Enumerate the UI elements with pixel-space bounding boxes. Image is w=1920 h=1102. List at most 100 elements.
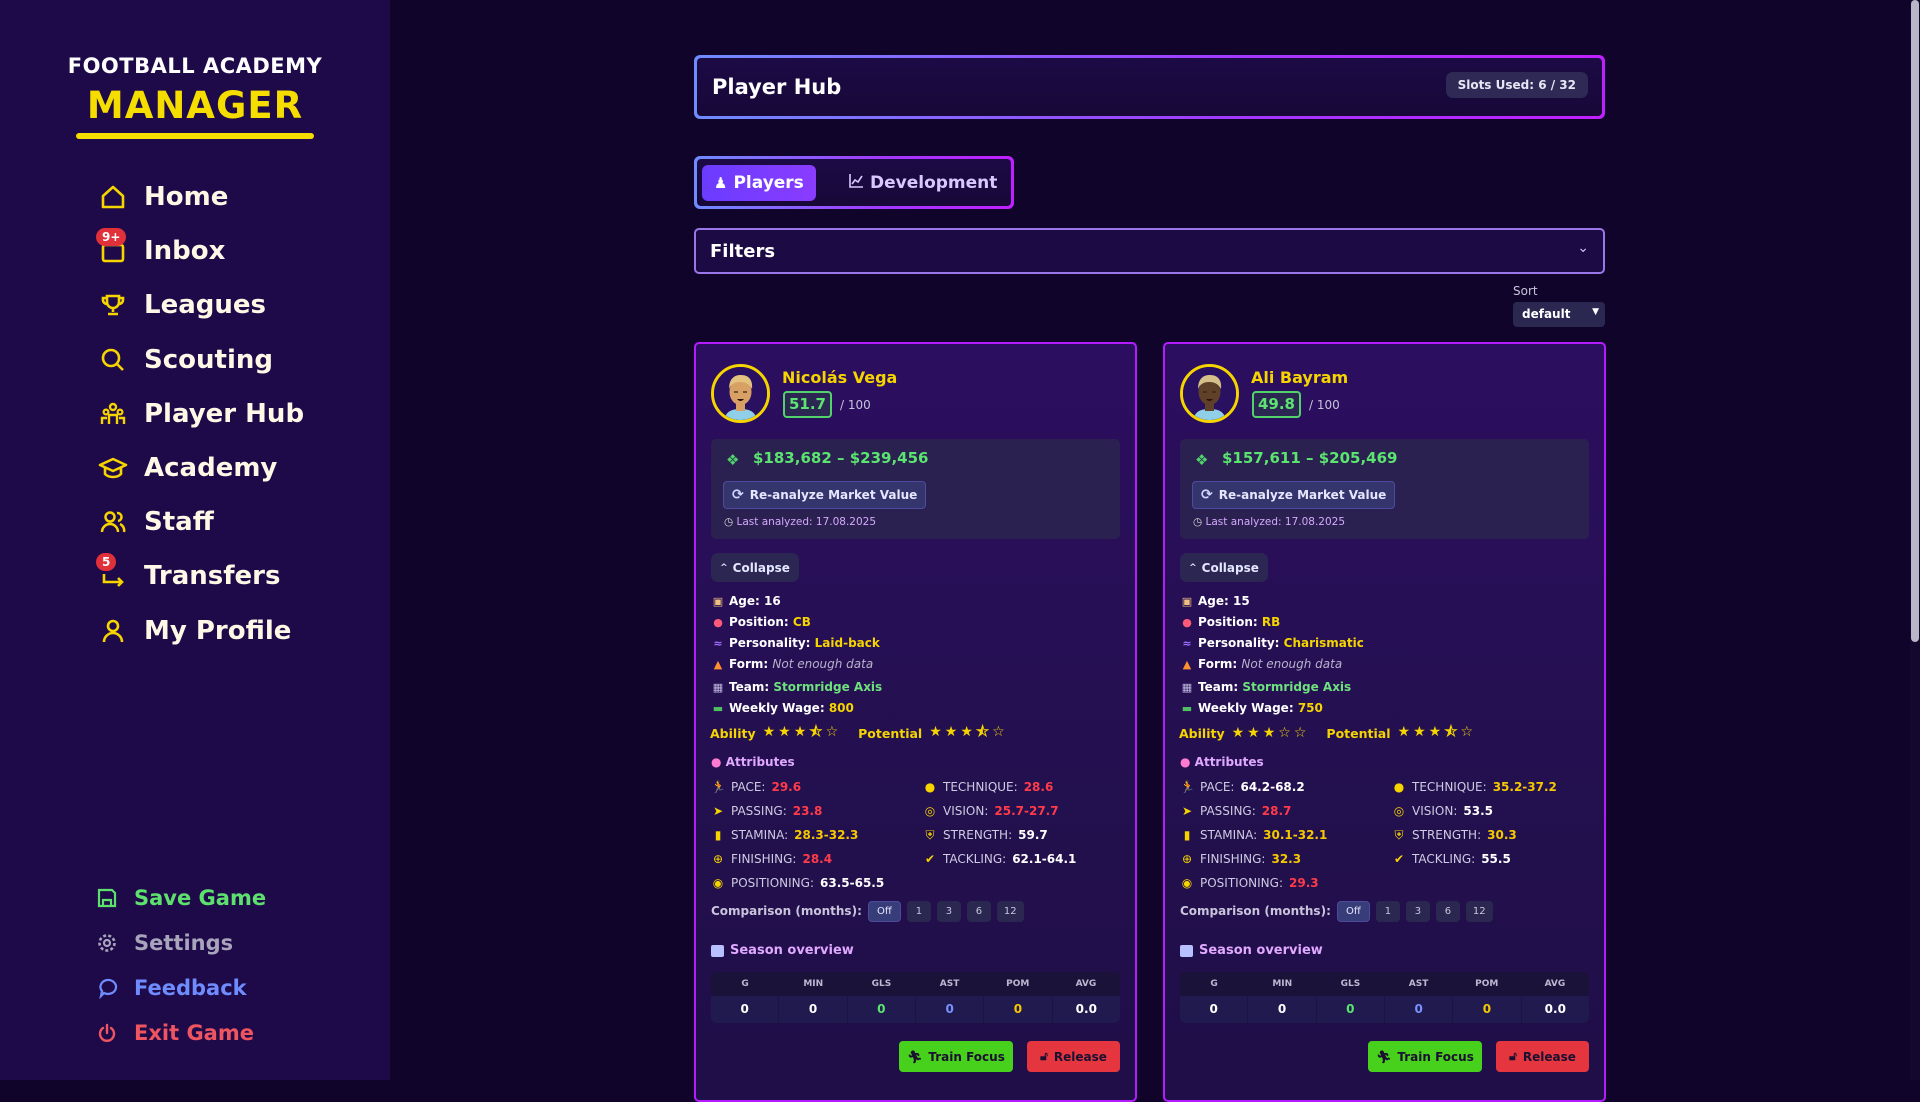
comparison-option-6[interactable]: 6: [966, 900, 991, 922]
save-game-button[interactable]: Save Game: [96, 881, 266, 915]
release-button[interactable]: 🔓︎ Release: [1027, 1041, 1120, 1072]
sidebar-item-home[interactable]: Home: [96, 175, 228, 219]
feedback-button[interactable]: Feedback: [96, 971, 247, 1005]
season-column-header: GLS: [871, 979, 892, 989]
season-column-header: MIN: [1272, 979, 1293, 989]
star-full-icon: ★: [793, 724, 807, 740]
train-focus-button[interactable]: 🏃︎ Train Focus: [899, 1041, 1013, 1072]
attribute-value: 63.5-65.5: [820, 876, 885, 890]
train-focus-button[interactable]: 🏃︎ Train Focus: [1368, 1041, 1482, 1072]
ability-stars: ★ ★ ★ ⯪ ☆: [760, 721, 839, 745]
comparison-option-3[interactable]: 3: [936, 900, 961, 922]
attributes-heading: ● Attributes: [711, 755, 795, 769]
season-value: 0.0: [1051, 996, 1120, 1023]
inbox-icon: 9+: [96, 228, 130, 268]
attribute-value: 53.5: [1463, 804, 1493, 818]
players-icon: [96, 397, 130, 431]
comparison-option-off[interactable]: Off: [867, 900, 901, 922]
technique-icon: ●: [1393, 780, 1405, 794]
season-column-header: G: [741, 979, 749, 989]
save-icon: [96, 887, 118, 909]
info-wage: ▬ Weekly Wage: 750: [1180, 699, 1323, 717]
sidebar-item-label: Transfers: [144, 561, 281, 592]
sidebar-item-my-profile[interactable]: My Profile: [96, 609, 291, 653]
comparison-option-3[interactable]: 3: [1405, 900, 1430, 922]
comparison-option-12[interactable]: 12: [996, 900, 1024, 922]
sidebar-item-scouting[interactable]: Scouting: [96, 338, 273, 382]
filters-label: Filters: [710, 241, 776, 262]
positioning-icon: ◉: [712, 876, 724, 890]
season-data-row: 0 0 0 0 0 0.0: [1180, 996, 1589, 1023]
attribute-value: 35.2-37.2: [1492, 780, 1557, 794]
pin-icon: ●: [713, 615, 723, 629]
attribute-strength: ⛨ STRENGTH: 59.7: [923, 826, 1047, 844]
attribute-pace: 🏃 PACE: 29.6: [711, 778, 801, 796]
filters-toggle[interactable]: Filters ⌄: [694, 228, 1605, 274]
players-icon: ♟: [714, 174, 728, 192]
profile-icon: [96, 614, 130, 648]
scrollbar-thumb[interactable]: [1911, 0, 1919, 642]
sidebar-item-academy[interactable]: Academy: [96, 446, 277, 490]
info-form: ▲ Form: Not enough data: [711, 655, 873, 673]
attribute-technique: ● TECHNIQUE: 35.2-37.2: [1392, 778, 1557, 796]
comparison-option-1[interactable]: 1: [906, 900, 931, 922]
attribute-vision: ◎ VISION: 53.5: [1392, 802, 1493, 820]
tab-development[interactable]: Development: [837, 165, 1009, 201]
finishing-icon: ⊕: [712, 852, 724, 866]
tab-players[interactable]: ♟ Players: [702, 165, 816, 201]
sidebar-item-inbox[interactable]: 9+ Inbox: [96, 228, 225, 273]
running-icon: 🏃︎: [1376, 1049, 1392, 1064]
exit-game-button[interactable]: Exit Game: [96, 1016, 254, 1050]
collapse-button[interactable]: ^ Collapse: [711, 553, 799, 582]
calendar-icon: [1180, 944, 1193, 957]
sidebar-item-staff[interactable]: Staff: [96, 500, 214, 544]
passing-icon: ➤: [1181, 804, 1193, 818]
release-button[interactable]: 🔓︎ Release: [1496, 1041, 1589, 1072]
sidebar-item-player-hub[interactable]: Player Hub: [96, 392, 304, 436]
comparison-option-off[interactable]: Off: [1336, 900, 1370, 922]
collapse-button[interactable]: ^ Collapse: [1180, 553, 1268, 582]
attribute-value: 29.6: [771, 780, 802, 794]
comparison-option-12[interactable]: 12: [1465, 900, 1493, 922]
sidebar-item-transfers[interactable]: 5 Transfers: [96, 553, 281, 598]
player-name[interactable]: Nicolás Vega: [782, 368, 898, 387]
sidebar: FOOTBALL ACADEMY MANAGER Home 9+ Inbox Leag…: [0, 0, 390, 1080]
transfer-icon: 5: [96, 553, 130, 593]
fire-icon: ▲: [713, 657, 723, 671]
season-value: 0: [983, 996, 1051, 1023]
attribute-label: TECHNIQUE:: [943, 780, 1018, 794]
attribute-value: 28.7: [1261, 804, 1292, 818]
brand-underline: [76, 133, 314, 139]
unlock-icon: 🔓︎: [1040, 1049, 1048, 1063]
info-form: ▲ Form: Not enough data: [1180, 655, 1342, 673]
info-value: RB: [1261, 615, 1281, 629]
sidebar-item-leagues[interactable]: Leagues: [96, 283, 266, 327]
comparison-selector: Comparison (months): Off 1 3 6 12: [1180, 900, 1493, 922]
stadium-icon: ▦: [712, 680, 724, 694]
comparison-option-6[interactable]: 6: [1435, 900, 1460, 922]
settings-button[interactable]: Settings: [96, 926, 233, 960]
star-empty-icon: ☆: [992, 724, 1005, 740]
info-value: Not enough data: [772, 657, 874, 671]
attribute-label: FINISHING:: [1200, 852, 1266, 866]
player-name[interactable]: Ali Bayram: [1251, 368, 1349, 387]
market-value-panel: ❖ $157,611 – $205,469 ⟳ Re-analyze Market…: [1180, 439, 1589, 539]
comparison-option-1[interactable]: 1: [1375, 900, 1400, 922]
info-label: Position:: [729, 615, 789, 629]
market-value-panel: ❖ $183,682 – $239,456 ⟳ Re-analyze Market…: [711, 439, 1120, 539]
attribute-positioning: ◉ POSITIONING: 63.5-65.5: [711, 874, 884, 892]
button-label: Train Focus: [1397, 1049, 1474, 1064]
potential-stars: ★ ★ ★ ⯪ ☆: [1395, 721, 1474, 745]
reanalyze-market-value-button[interactable]: ⟳ Re-analyze Market Value: [723, 481, 927, 509]
reanalyze-market-value-button[interactable]: ⟳ Re-analyze Market Value: [1192, 481, 1396, 509]
brain-icon: ●: [1180, 755, 1191, 769]
attribute-label: POSITIONING:: [731, 876, 814, 890]
chart-icon: [849, 173, 864, 193]
sort-select[interactable]: default ▼: [1513, 302, 1605, 327]
info-personality: ≈ Personality: Laid-back: [711, 634, 879, 652]
player-card: Nicolás Vega 51.7 / 100 ❖ $183,682 – $23…: [694, 342, 1137, 1102]
attribute-value: 30.3: [1487, 828, 1517, 842]
attribute-strength: ⛨ STRENGTH: 30.3: [1392, 826, 1517, 844]
scrollbar[interactable]: [1910, 0, 1920, 1080]
attribute-value: 28.3-32.3: [794, 828, 859, 842]
